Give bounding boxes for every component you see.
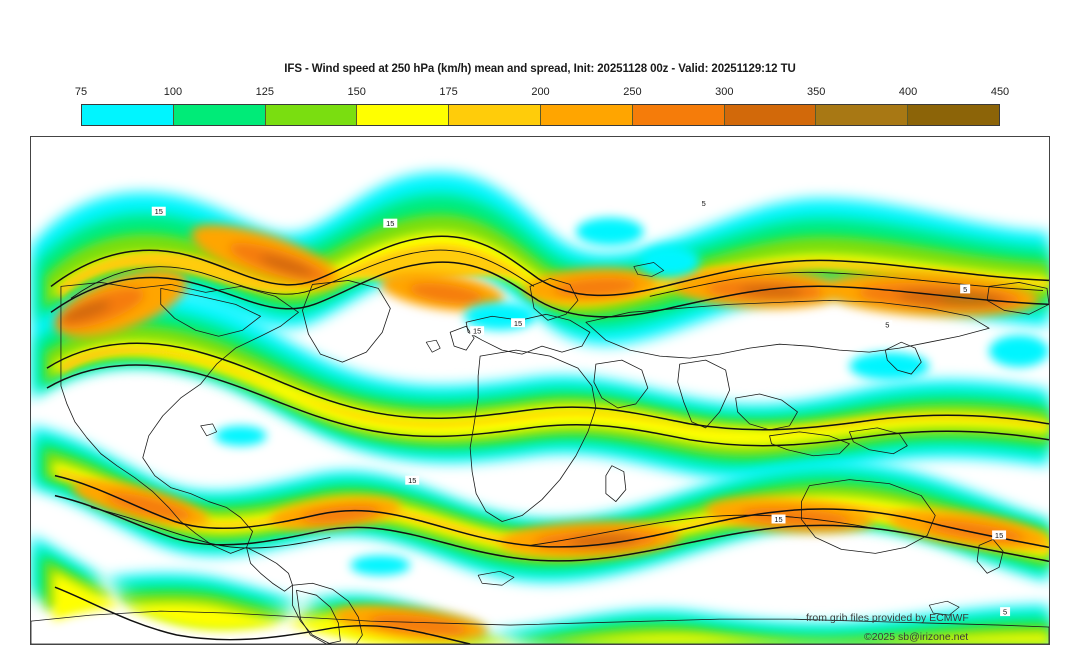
map-canvas: 15 15 5 15 5 15 15 5 15 5 15 <box>31 137 1049 644</box>
svg-text:5: 5 <box>963 285 967 294</box>
colorbar-band-200-250 <box>540 105 633 125</box>
svg-text:5: 5 <box>885 321 889 330</box>
colorbar-tick-450: 450 <box>990 86 1010 98</box>
contour-labels: 15 15 5 15 5 15 15 5 15 5 15 <box>151 198 1011 617</box>
colorbar-band-125-150 <box>265 105 358 125</box>
svg-text:15: 15 <box>155 207 163 216</box>
colorbar-tick-400: 400 <box>898 86 918 98</box>
colorbar-tick-200: 200 <box>531 86 550 98</box>
colorbar-band-100-125 <box>173 105 266 125</box>
colorbar-band-350-400 <box>816 105 909 125</box>
svg-text:15: 15 <box>386 219 394 228</box>
colorbar-bands <box>81 104 1000 126</box>
colorbar-band-150-175 <box>357 105 450 125</box>
svg-text:15: 15 <box>408 476 416 485</box>
svg-text:5: 5 <box>1003 608 1007 617</box>
colorbar-tick-350: 350 <box>807 86 826 98</box>
colorbar-band-250-300 <box>632 105 725 125</box>
page-title: IFS - Wind speed at 250 hPa (km/h) mean … <box>284 63 796 75</box>
svg-text:15: 15 <box>774 515 782 524</box>
colorbar-tick-150: 150 <box>347 86 366 98</box>
credit-source: from grib files provided by ECMWF <box>806 612 969 624</box>
colorbar-band-400-450 <box>908 105 999 125</box>
svg-text:5: 5 <box>702 199 706 208</box>
colorbar-tick-labels: 75 100 125 150 175 200 250 300 350 400 450 <box>75 86 1009 102</box>
colorbar-band-300-350 <box>724 105 817 125</box>
colorbar-tick-100: 100 <box>163 86 183 98</box>
colorbar-band-75-100 <box>82 105 174 125</box>
colorbar: 75 100 125 150 175 200 250 300 350 400 450 <box>75 86 1009 126</box>
coastlines <box>31 262 1049 644</box>
svg-text:15: 15 <box>473 327 481 336</box>
colorbar-tick-175: 175 <box>439 86 458 98</box>
colorbar-tick-125: 125 <box>255 86 274 98</box>
svg-text:15: 15 <box>514 319 522 328</box>
credit-copyright: ©2025 sb@irizone.net <box>864 631 969 643</box>
colorbar-tick-75: 75 <box>74 86 88 98</box>
colorbar-tick-250: 250 <box>623 86 642 98</box>
svg-text:15: 15 <box>995 531 1003 540</box>
colorbar-band-175-200 <box>449 105 541 125</box>
colorbar-tick-300: 300 <box>715 86 734 98</box>
map-frame: 15 15 5 15 5 15 15 5 15 5 15 <box>30 136 1050 645</box>
